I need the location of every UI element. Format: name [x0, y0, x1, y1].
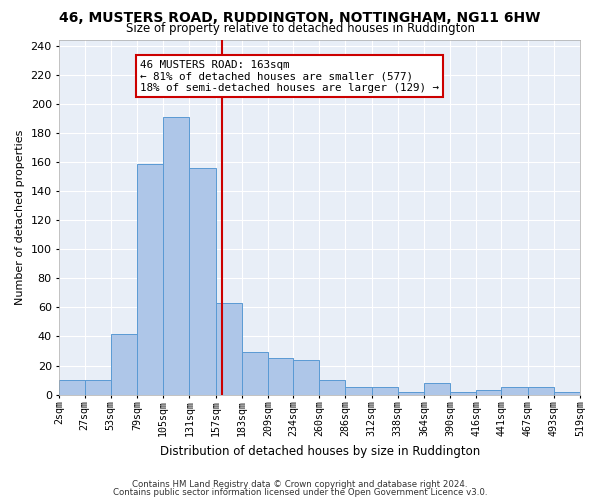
Bar: [398, 392, 424, 394]
X-axis label: Distribution of detached houses by size in Ruddington: Distribution of detached houses by size …: [160, 444, 480, 458]
Bar: [215, 303, 242, 394]
Text: Contains public sector information licensed under the Open Government Licence v3: Contains public sector information licen…: [113, 488, 487, 497]
Text: Contains HM Land Registry data © Crown copyright and database right 2024.: Contains HM Land Registry data © Crown c…: [132, 480, 468, 489]
Bar: [554, 392, 580, 394]
Bar: [450, 392, 476, 394]
Bar: [163, 117, 190, 394]
Bar: [527, 388, 554, 394]
Bar: [242, 352, 268, 395]
Bar: [319, 380, 346, 394]
Text: 46 MUSTERS ROAD: 163sqm
← 81% of detached houses are smaller (577)
18% of semi-d: 46 MUSTERS ROAD: 163sqm ← 81% of detache…: [140, 60, 439, 92]
Bar: [137, 164, 163, 394]
Bar: [85, 380, 111, 394]
Bar: [502, 388, 527, 394]
Text: 46, MUSTERS ROAD, RUDDINGTON, NOTTINGHAM, NG11 6HW: 46, MUSTERS ROAD, RUDDINGTON, NOTTINGHAM…: [59, 11, 541, 25]
Bar: [346, 388, 371, 394]
Text: Size of property relative to detached houses in Ruddington: Size of property relative to detached ho…: [125, 22, 475, 35]
Bar: [111, 334, 137, 394]
Bar: [59, 380, 85, 394]
Bar: [424, 383, 450, 394]
Bar: [268, 358, 293, 394]
Bar: [293, 360, 319, 394]
Y-axis label: Number of detached properties: Number of detached properties: [15, 130, 25, 305]
Bar: [190, 168, 215, 394]
Bar: [371, 388, 398, 394]
Bar: [476, 390, 502, 394]
